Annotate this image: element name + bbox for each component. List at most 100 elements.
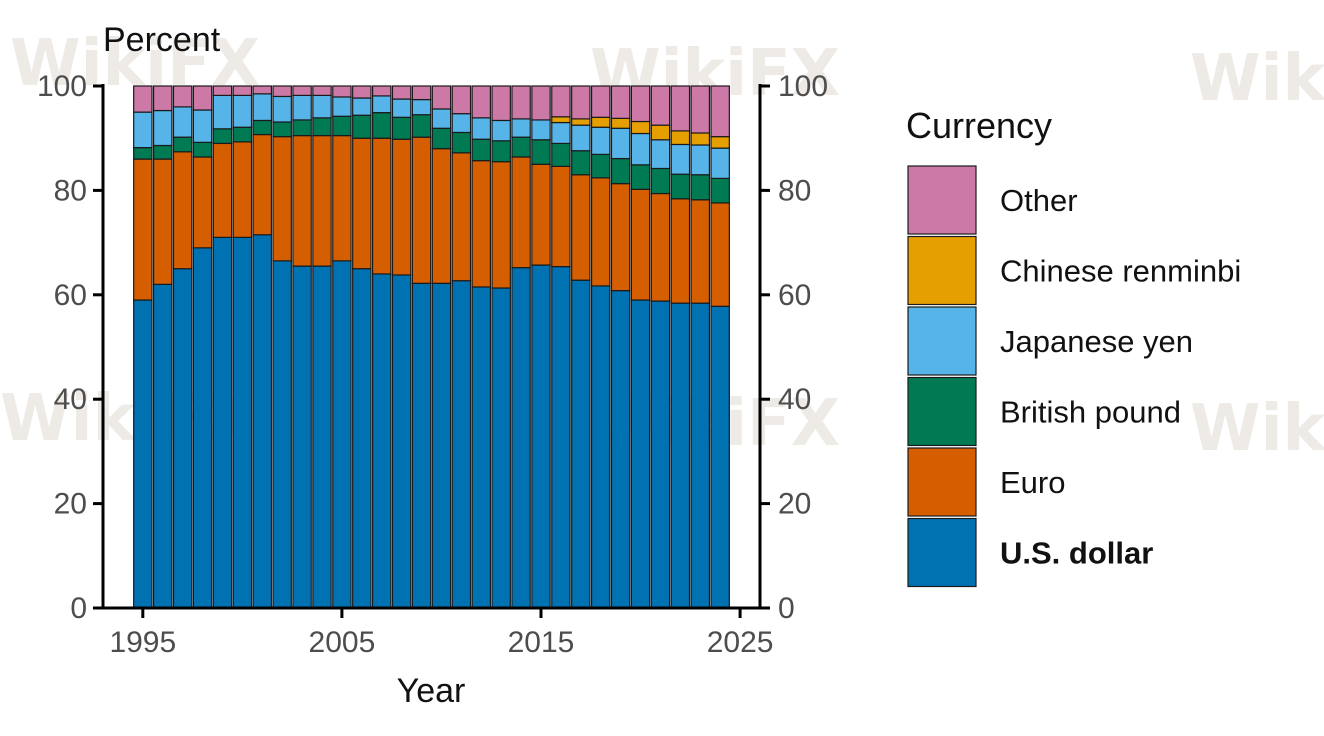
bar-segment-japanese-yen-1997 — [172, 106, 193, 138]
bar-segment-other-2022 — [670, 85, 691, 132]
bar-segment-u-s-dollar-2022 — [670, 302, 691, 609]
bar-segment-other-2017 — [571, 85, 591, 120]
bar-segment-other-2001 — [252, 85, 273, 95]
bar-segment-japanese-yen-2016 — [551, 121, 571, 145]
bar-segment-u-s-dollar-2021 — [650, 300, 671, 609]
bar-segment-british-pound-2000 — [232, 126, 253, 143]
bar-segment-other-1998 — [192, 85, 213, 111]
bar-segment-euro-1996 — [152, 158, 173, 285]
bar-segment-u-s-dollar-1996 — [152, 283, 173, 609]
bar-segment-british-pound-2008 — [391, 116, 412, 140]
bar-segment-japanese-yen-2023 — [690, 144, 711, 176]
bar-segment-other-2015 — [531, 85, 551, 121]
bar-segment-british-pound-2024 — [710, 177, 730, 204]
bar-segment-chinese-renminbi-2021 — [650, 124, 671, 141]
x-tick-label: 2005 — [309, 626, 376, 659]
y-tick-label-left: 40 — [54, 383, 87, 416]
y-tick-label-right: 80 — [778, 174, 811, 207]
legend-label-japanese-yen: Japanese yen — [1000, 324, 1193, 359]
watermark-text: WikiFX — [1190, 392, 1324, 466]
bar-segment-euro-2024 — [710, 202, 730, 307]
bar-segment-other-2008 — [391, 85, 412, 100]
bar-segment-british-pound-2010 — [431, 127, 452, 150]
bar-segment-u-s-dollar-2016 — [551, 266, 571, 609]
bar-segment-u-s-dollar-2007 — [371, 273, 392, 609]
bar-segment-u-s-dollar-2011 — [451, 280, 472, 609]
bar-segment-u-s-dollar-2020 — [630, 299, 651, 609]
bar-segment-euro-2018 — [590, 177, 611, 287]
bar-segment-other-2023 — [690, 85, 711, 134]
bar-segment-u-s-dollar-2005 — [332, 260, 352, 609]
y-tick-label-left: 100 — [37, 70, 87, 103]
bar-segment-other-2000 — [232, 85, 253, 96]
bar-segment-u-s-dollar-1995 — [133, 299, 153, 609]
bar-segment-chinese-renminbi-2018 — [590, 116, 611, 128]
bar-segment-other-2021 — [650, 85, 671, 126]
bar-segment-british-pound-2015 — [531, 139, 551, 165]
bar-segment-u-s-dollar-2023 — [690, 302, 711, 609]
bar-segment-euro-2017 — [571, 174, 591, 281]
bar-segment-other-2005 — [332, 85, 352, 98]
legend-label-other: Other — [1000, 183, 1078, 218]
watermark-text: WikiFX — [0, 382, 250, 456]
bar-segment-euro-2013 — [491, 161, 511, 289]
bar-segment-u-s-dollar-2010 — [431, 282, 452, 609]
bar-segment-euro-2005 — [332, 134, 352, 262]
legend-label-british-pound: British pound — [1000, 395, 1181, 430]
bar-segment-chinese-renminbi-2023 — [690, 132, 711, 146]
bar-segment-japanese-yen-2019 — [610, 127, 631, 160]
bar-segment-u-s-dollar-2013 — [491, 287, 511, 609]
bar-segment-u-s-dollar-1999 — [212, 236, 233, 609]
y-tick-label-left: 80 — [54, 174, 87, 207]
bar-segment-u-s-dollar-1997 — [172, 268, 193, 609]
bar-segment-british-pound-2003 — [292, 119, 312, 137]
bar-segment-u-s-dollar-2004 — [312, 265, 332, 609]
bar-segment-japanese-yen-2007 — [371, 95, 392, 114]
x-tick-label: 2015 — [508, 626, 575, 659]
legend-swatch-chinese-renminbi — [907, 235, 977, 306]
bar-segment-british-pound-2014 — [511, 136, 531, 158]
legend: Currency Other Chinese renminbi Japanese y… — [906, 105, 1241, 588]
bar-segment-british-pound-2021 — [650, 167, 671, 195]
legend-items: Other Chinese renminbi Japanese yen British… — [907, 165, 1241, 588]
bar-segment-euro-2006 — [352, 137, 372, 270]
y-tick-label-right: 60 — [778, 279, 811, 312]
bar-segment-japanese-yen-2011 — [451, 113, 472, 134]
bar-segment-euro-1998 — [192, 156, 213, 249]
bar-segment-euro-1995 — [133, 158, 153, 301]
legend-label-chinese-renminbi: Chinese renminbi — [1000, 254, 1241, 289]
bar-segment-other-2009 — [411, 85, 432, 101]
bar-segment-u-s-dollar-2006 — [352, 268, 372, 609]
bar-segment-euro-1997 — [172, 151, 193, 270]
bar-segment-euro-2000 — [232, 141, 253, 238]
y-axis-title: Percent — [103, 21, 221, 59]
bar-segment-british-pound-1996 — [152, 144, 173, 160]
bar-segment-british-pound-2018 — [590, 153, 611, 179]
bar-segment-japanese-yen-2013 — [491, 119, 511, 142]
y-tick-label-right: 40 — [778, 383, 811, 416]
legend-swatch-japanese-yen — [907, 306, 977, 376]
bar-segment-other-2011 — [451, 85, 472, 115]
bar-segment-british-pound-2019 — [610, 157, 631, 185]
bar-segment-chinese-renminbi-2016 — [551, 116, 571, 124]
legend-swatch-u-s-dollar — [907, 517, 977, 588]
bar-segment-japanese-yen-1998 — [192, 109, 213, 143]
bar-segment-japanese-yen-2005 — [332, 96, 352, 117]
bar-segment-other-1996 — [152, 85, 173, 112]
bar-segment-japanese-yen-2024 — [710, 147, 730, 179]
legend-swatch-british-pound — [907, 376, 977, 447]
legend-label-u-s-dollar: U.S. dollar — [1000, 536, 1153, 571]
bar-segment-japanese-yen-2009 — [411, 98, 432, 116]
x-tick-label: 2025 — [707, 626, 774, 659]
bar-segment-japanese-yen-2003 — [292, 94, 312, 121]
bar-segment-u-s-dollar-2018 — [590, 285, 611, 609]
bar-segment-euro-2023 — [690, 199, 711, 304]
bar-segment-british-pound-1997 — [172, 136, 193, 153]
bar-segment-euro-2014 — [511, 156, 531, 269]
legend-swatch-other — [907, 165, 977, 235]
bar-segment-euro-2008 — [391, 138, 412, 276]
bar-segment-u-s-dollar-2012 — [471, 286, 492, 609]
bar-segment-british-pound-2013 — [491, 140, 511, 163]
bar-segment-other-2016 — [551, 85, 571, 118]
bar-segment-u-s-dollar-2000 — [232, 236, 253, 609]
